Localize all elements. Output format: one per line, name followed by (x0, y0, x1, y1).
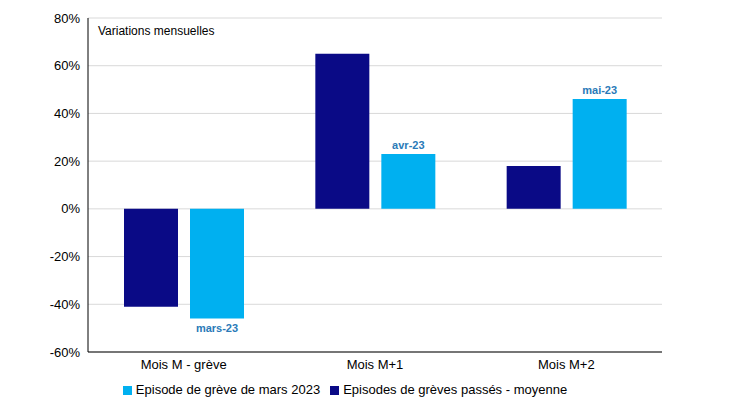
svg-text:Mois M+2: Mois M+2 (538, 357, 595, 372)
svg-text:60%: 60% (54, 58, 80, 73)
html-text:Episodes de grèves passés - mo: Episodes de grèves passés - moyenne (343, 382, 568, 397)
svg-text:20%: 20% (54, 154, 80, 169)
svg-text:-20%: -20% (50, 249, 81, 264)
svg-text:40%: 40% (54, 106, 80, 121)
svg-text:mars-23: mars-23 (196, 322, 238, 334)
svg-text:mai-23: mai-23 (582, 84, 617, 96)
svg-text:0%: 0% (61, 201, 80, 216)
svg-text:80%: 80% (54, 11, 80, 26)
svg-text:Mois M - grève: Mois M - grève (141, 357, 227, 372)
svg-text:-60%: -60% (50, 345, 81, 360)
html-text:Episode de grève de mars 2023: Episode de grève de mars 2023 (135, 382, 321, 397)
html-text:Variations mensuelles: Variations mensuelles (98, 24, 215, 38)
svg-text:avr-23: avr-23 (392, 139, 424, 151)
svg-text:Mois M+1: Mois M+1 (347, 357, 404, 372)
svg-text:-40%: -40% (50, 297, 81, 312)
